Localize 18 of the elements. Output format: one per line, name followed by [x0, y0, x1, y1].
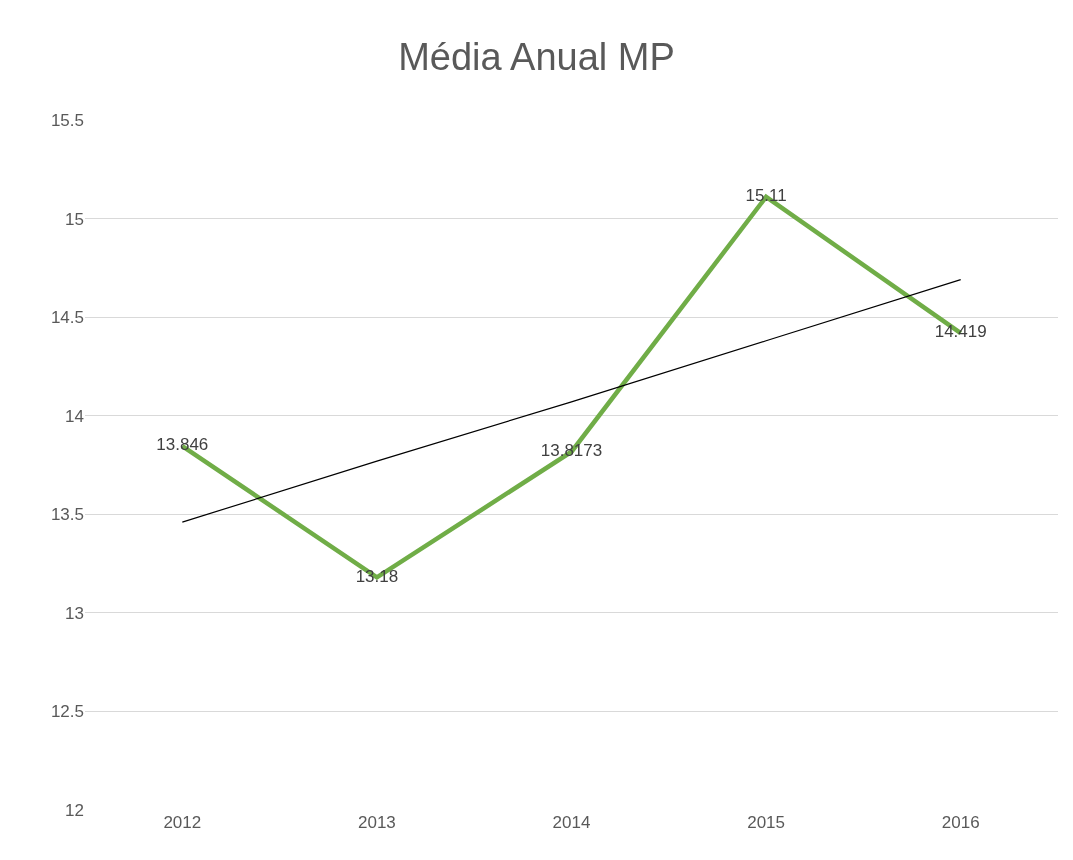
y-tick-label: 13	[65, 603, 84, 623]
x-tick-label: 2014	[552, 813, 591, 832]
data-label: 13.18	[355, 566, 399, 586]
y-tick-label: 14	[65, 406, 84, 426]
data-label: 13.846	[156, 435, 209, 455]
x-tick-label: 2013	[357, 813, 396, 832]
y-tick-label: 12.5	[50, 702, 84, 722]
x-tick-label: 2012	[163, 813, 202, 832]
x-tick-label: 2016	[941, 813, 980, 832]
chart-title: Média Anual MP	[398, 35, 675, 78]
y-tick-label: 14.5	[50, 308, 84, 328]
y-tick-label: 15	[65, 209, 84, 229]
x-tick-label: 2015	[747, 813, 786, 832]
y-tick-label: 15.5	[50, 110, 84, 130]
y-tick-label: 12	[65, 800, 84, 820]
y-tick-label: 13.5	[50, 505, 84, 525]
data-label: 14.419	[934, 322, 987, 342]
data-label: 15.11	[745, 186, 787, 206]
